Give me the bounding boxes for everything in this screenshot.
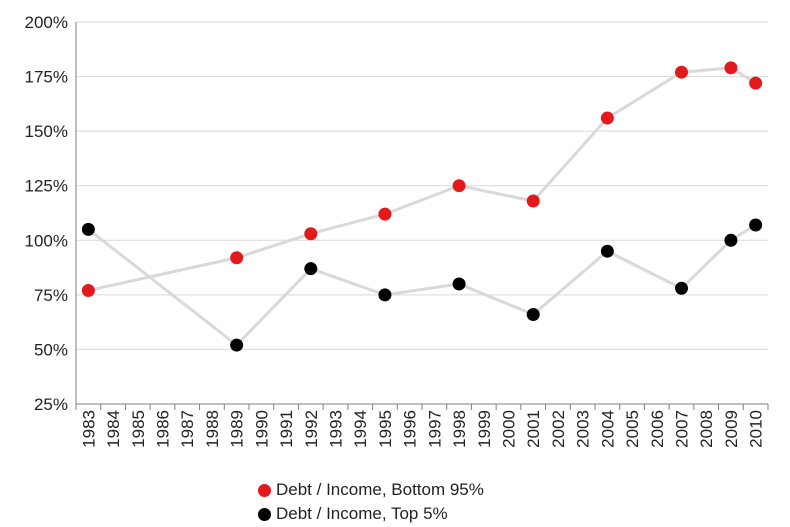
y-tick-25: 25% <box>34 395 68 414</box>
legend-item-bottom95: Debt / Income, Bottom 95% <box>258 478 484 502</box>
x-tick-labels: 1983 1984 1985 1986 1987 1988 1989 1990 1991 1992… <box>79 410 765 448</box>
point-bottom95-2010 <box>749 76 763 90</box>
x-tick-2004: 2004 <box>598 410 617 448</box>
point-top5-1998 <box>452 277 466 291</box>
x-tick-2003: 2003 <box>574 410 593 448</box>
x-tick-1998: 1998 <box>450 410 469 448</box>
point-top5-2001 <box>526 308 540 322</box>
x-tick-1990: 1990 <box>252 410 271 448</box>
point-bottom95-1989 <box>230 251 244 265</box>
x-tick-2001: 2001 <box>524 410 543 448</box>
x-tick-1988: 1988 <box>203 410 222 448</box>
x-tick-2005: 2005 <box>623 410 642 448</box>
x-tick-1997: 1997 <box>425 410 444 448</box>
y-tick-labels: 25% 50% 75% 100% 125% 150% 175% 200% <box>25 13 68 414</box>
x-tick-2008: 2008 <box>697 410 716 448</box>
point-bottom95-2004 <box>600 111 614 125</box>
series-line-1 <box>87 223 757 347</box>
x-tick-2009: 2009 <box>722 410 741 448</box>
series-points <box>81 61 763 352</box>
gridlines <box>76 21 768 350</box>
x-tick-1984: 1984 <box>104 410 123 448</box>
legend-label-top5: Debt / Income, Top 5% <box>276 504 448 523</box>
y-tick-150: 150% <box>25 122 68 141</box>
legend-marker-bottom95 <box>258 483 271 497</box>
point-bottom95-2007 <box>675 65 688 79</box>
x-tick-1995: 1995 <box>376 410 395 448</box>
x-tick-1994: 1994 <box>351 410 370 448</box>
point-top5-1989 <box>230 338 244 352</box>
x-tick-1985: 1985 <box>129 410 148 448</box>
legend-marker-top5 <box>258 507 271 521</box>
y-tick-50: 50% <box>34 340 68 359</box>
point-bottom95-1998 <box>452 179 466 193</box>
x-tick-1983: 1983 <box>79 410 98 448</box>
point-bottom95-1983 <box>81 283 95 297</box>
point-top5-2007 <box>675 281 688 295</box>
y-tick-200: 200% <box>25 13 68 32</box>
x-tick-2006: 2006 <box>648 410 667 448</box>
x-tick-1999: 1999 <box>475 410 494 448</box>
x-tick-1987: 1987 <box>178 410 197 448</box>
point-top5-2010 <box>749 218 763 232</box>
y-tick-75: 75% <box>34 286 68 305</box>
y-tick-100: 100% <box>25 231 68 250</box>
axes <box>75 22 769 410</box>
point-top5-1983 <box>81 222 95 236</box>
point-bottom95-2009 <box>724 61 738 75</box>
y-tick-125: 125% <box>25 177 68 196</box>
x-tick-2007: 2007 <box>673 410 692 448</box>
y-tick-175: 175% <box>25 68 68 87</box>
x-tick-2000: 2000 <box>500 410 519 448</box>
point-top5-2004 <box>600 244 614 258</box>
legend-item-top5: Debt / Income, Top 5% <box>258 502 484 526</box>
legend: Debt / Income, Bottom 95% Debt / Income,… <box>258 478 484 526</box>
point-bottom95-2001 <box>526 194 540 208</box>
series-line-0 <box>88 66 757 292</box>
legend-label-bottom95: Debt / Income, Bottom 95% <box>276 480 484 499</box>
x-tick-1989: 1989 <box>228 410 247 448</box>
point-bottom95-1992 <box>304 227 318 241</box>
point-top5-2009 <box>724 233 738 247</box>
x-tick-1991: 1991 <box>277 410 296 448</box>
x-tick-1996: 1996 <box>401 410 420 448</box>
series-lines <box>87 66 757 347</box>
x-tick-1992: 1992 <box>302 410 321 448</box>
point-top5-1995 <box>378 288 392 302</box>
point-top5-1992 <box>304 262 318 276</box>
x-tick-1993: 1993 <box>327 410 346 448</box>
x-tick-2002: 2002 <box>549 410 568 448</box>
point-bottom95-1995 <box>378 207 392 221</box>
x-tick-1986: 1986 <box>154 410 173 448</box>
x-tick-2010: 2010 <box>747 410 766 448</box>
